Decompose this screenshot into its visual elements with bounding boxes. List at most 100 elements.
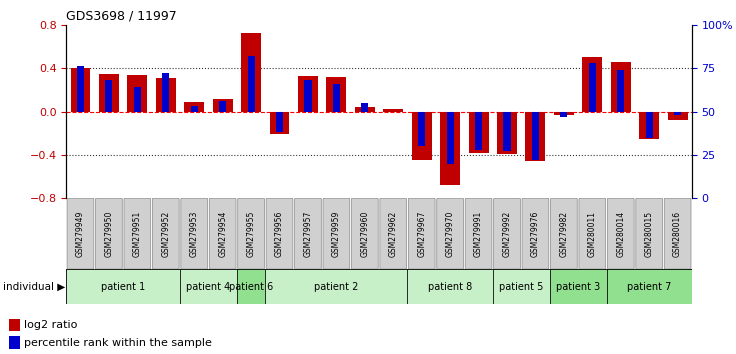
Bar <box>9 336 20 349</box>
Bar <box>156 78 176 112</box>
Bar <box>219 101 226 112</box>
Text: patient 2: patient 2 <box>314 282 358 292</box>
FancyBboxPatch shape <box>266 198 293 269</box>
Bar <box>241 33 261 112</box>
Text: GSM279951: GSM279951 <box>132 211 142 257</box>
Text: patient 1: patient 1 <box>101 282 145 292</box>
FancyBboxPatch shape <box>550 269 606 304</box>
Text: GSM279957: GSM279957 <box>303 210 313 257</box>
Bar <box>618 70 624 112</box>
FancyBboxPatch shape <box>665 198 691 269</box>
Bar <box>418 112 425 146</box>
Text: GSM280014: GSM280014 <box>616 211 626 257</box>
Text: percentile rank within the sample: percentile rank within the sample <box>24 338 212 348</box>
Bar <box>611 62 631 112</box>
Bar <box>645 112 653 137</box>
FancyBboxPatch shape <box>294 198 322 269</box>
FancyBboxPatch shape <box>606 269 692 304</box>
FancyBboxPatch shape <box>380 198 406 269</box>
Bar <box>383 109 403 112</box>
FancyBboxPatch shape <box>66 269 692 304</box>
FancyBboxPatch shape <box>66 269 180 304</box>
Text: patient 8: patient 8 <box>428 282 473 292</box>
FancyBboxPatch shape <box>67 198 93 269</box>
Text: GSM279992: GSM279992 <box>503 211 512 257</box>
Bar <box>475 112 482 150</box>
Bar <box>127 75 147 112</box>
Bar <box>9 319 20 331</box>
Bar <box>191 106 198 112</box>
Bar <box>440 112 460 185</box>
Bar <box>589 63 596 112</box>
FancyBboxPatch shape <box>408 198 435 269</box>
Bar <box>298 76 318 112</box>
FancyBboxPatch shape <box>323 198 350 269</box>
Text: GSM279950: GSM279950 <box>105 210 113 257</box>
Text: GSM279949: GSM279949 <box>76 210 85 257</box>
FancyBboxPatch shape <box>209 198 236 269</box>
Bar <box>247 56 255 112</box>
Bar <box>668 112 687 120</box>
Text: individual ▶: individual ▶ <box>4 282 66 292</box>
Bar <box>640 112 659 139</box>
FancyBboxPatch shape <box>265 269 408 304</box>
Text: GSM280016: GSM280016 <box>673 211 682 257</box>
Text: GSM279954: GSM279954 <box>218 210 227 257</box>
Text: GSM279962: GSM279962 <box>389 211 397 257</box>
Bar <box>560 112 567 117</box>
Text: patient 3: patient 3 <box>556 282 601 292</box>
Text: GDS3698 / 11997: GDS3698 / 11997 <box>66 9 177 22</box>
FancyBboxPatch shape <box>180 269 237 304</box>
FancyBboxPatch shape <box>493 269 550 304</box>
Text: GSM279953: GSM279953 <box>190 210 199 257</box>
Text: GSM279956: GSM279956 <box>275 210 284 257</box>
Bar <box>77 67 84 112</box>
Bar <box>526 112 545 161</box>
FancyBboxPatch shape <box>124 198 151 269</box>
Text: GSM279955: GSM279955 <box>247 210 255 257</box>
Bar <box>447 112 453 164</box>
Bar <box>333 84 340 112</box>
Text: GSM279970: GSM279970 <box>445 210 455 257</box>
FancyBboxPatch shape <box>607 198 634 269</box>
Text: patient 5: patient 5 <box>499 282 543 292</box>
Bar <box>361 103 369 112</box>
Bar <box>355 107 375 112</box>
FancyBboxPatch shape <box>238 198 264 269</box>
Bar <box>532 112 539 160</box>
Bar <box>213 98 233 112</box>
Text: patient 6: patient 6 <box>229 282 273 292</box>
Bar <box>554 112 574 115</box>
Bar <box>162 73 169 112</box>
FancyBboxPatch shape <box>522 198 549 269</box>
FancyBboxPatch shape <box>352 198 378 269</box>
Text: GSM280015: GSM280015 <box>645 211 654 257</box>
Bar <box>497 112 517 154</box>
FancyBboxPatch shape <box>436 198 464 269</box>
Text: GSM279959: GSM279959 <box>332 210 341 257</box>
Bar <box>269 112 289 134</box>
FancyBboxPatch shape <box>494 198 520 269</box>
FancyBboxPatch shape <box>408 269 493 304</box>
Bar <box>305 80 311 112</box>
FancyBboxPatch shape <box>465 198 492 269</box>
Bar <box>184 102 204 112</box>
FancyBboxPatch shape <box>237 269 265 304</box>
Bar <box>276 112 283 132</box>
Text: log2 ratio: log2 ratio <box>24 320 78 330</box>
FancyBboxPatch shape <box>152 198 179 269</box>
Bar <box>411 112 431 160</box>
Bar <box>105 80 113 112</box>
Bar <box>134 87 141 112</box>
Bar <box>674 112 682 115</box>
Text: GSM280011: GSM280011 <box>588 211 597 257</box>
Bar <box>327 77 347 112</box>
Bar <box>71 68 91 112</box>
Text: GSM279952: GSM279952 <box>161 211 170 257</box>
Text: GSM279982: GSM279982 <box>559 211 568 257</box>
FancyBboxPatch shape <box>579 198 606 269</box>
FancyBboxPatch shape <box>181 198 208 269</box>
FancyBboxPatch shape <box>96 198 122 269</box>
Text: patient 4: patient 4 <box>186 282 230 292</box>
FancyBboxPatch shape <box>551 198 577 269</box>
